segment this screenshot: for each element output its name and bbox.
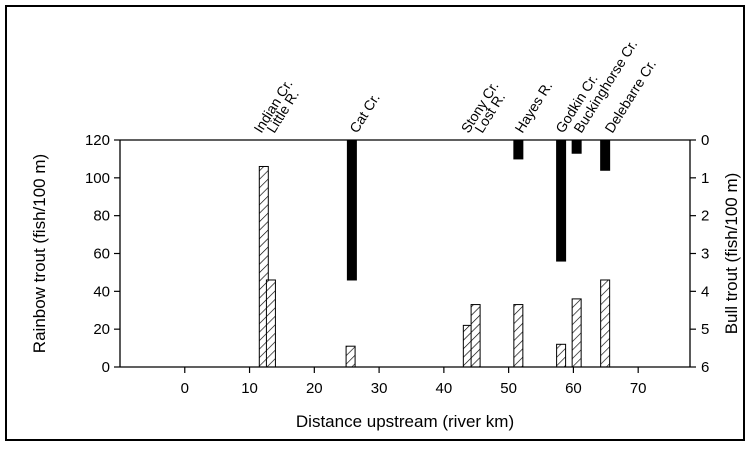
bull-trout-bar-4 (571, 139, 582, 154)
x-axis-title: Distance upstream (river km) (296, 412, 514, 431)
y-right-tick-label-1: 1 (701, 170, 709, 187)
figure-frame: 0 10 20 30 40 50 60 70 0 20 40 60 80 100 120 0 1 2 3 4 5 6 Ind… (5, 5, 745, 441)
x-tick-label-40: 40 (436, 380, 453, 397)
x-tick-label-10: 10 (241, 380, 258, 397)
y-left-tick-label-120: 120 (85, 132, 110, 149)
x-tick-label-60: 60 (565, 380, 582, 397)
bull-trout-bar-2 (513, 139, 524, 160)
rainbow-trout-bar-2 (265, 279, 276, 368)
y-right-tick-label-6: 6 (701, 359, 709, 376)
bull-trout-bar-1 (346, 139, 357, 281)
x-tick-label-70: 70 (630, 380, 647, 397)
x-tick-label-30: 30 (371, 380, 388, 397)
y-left-tick-label-0: 0 (102, 359, 110, 376)
y-right-tick-label-4: 4 (701, 283, 709, 300)
tributary-label-3: Cat Cr. (346, 90, 383, 135)
y-left-tick-label-80: 80 (93, 208, 110, 225)
y-right-tick-label-0: 0 (701, 132, 709, 149)
tributary-label-6: Hayes R. (511, 78, 555, 135)
rainbow-trout-bar-9 (600, 279, 611, 368)
bull-trout-bar-5 (600, 139, 611, 171)
rainbow-trout-bar-6 (513, 304, 524, 368)
rainbow-trout-bar-7 (556, 343, 567, 368)
y-left-tick-label-20: 20 (93, 321, 110, 338)
y-axis-right-title: Bull trout (fish/100 m) (722, 173, 741, 335)
x-tick-label-20: 20 (306, 380, 323, 397)
rainbow-trout-bar-8 (571, 298, 582, 368)
bull-trout-bar-3 (556, 139, 567, 262)
x-tick-label-50: 50 (500, 380, 517, 397)
rainbow-trout-bar-3 (345, 345, 356, 368)
y-right-tick-label-3: 3 (701, 246, 709, 263)
y-left-tick-label-60: 60 (93, 246, 110, 263)
y-left-tick-label-40: 40 (93, 283, 110, 300)
y-right-tick-label-5: 5 (701, 321, 709, 338)
y-right-tick-label-2: 2 (701, 208, 709, 225)
y-axis-left-title: Rainbow trout (fish/100 m) (30, 154, 49, 353)
rainbow-trout-bar-5 (470, 304, 481, 368)
y-left-tick-label-100: 100 (85, 170, 110, 187)
x-tick-label-0: 0 (181, 380, 189, 397)
